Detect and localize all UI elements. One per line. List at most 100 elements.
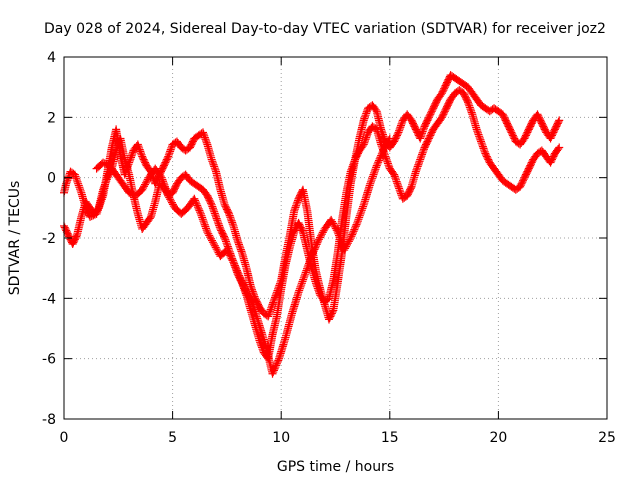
data-point-marker [272, 359, 281, 368]
x-axis-label: GPS time / hours [277, 459, 394, 475]
data-point-marker [220, 234, 229, 242]
data-point-marker [332, 226, 341, 235]
x-tick-label: 10 [272, 430, 290, 446]
data-point-marker [190, 194, 199, 203]
data-point-marker [331, 224, 340, 233]
data-point-marker [64, 172, 73, 181]
data-point-marker [417, 152, 426, 161]
data-point-marker [233, 266, 242, 275]
data-point-marker [416, 134, 425, 143]
data-point-marker [375, 154, 384, 163]
data-point-marker [161, 184, 170, 193]
data-point-marker [209, 240, 218, 249]
data-point-marker [411, 167, 420, 176]
data-point-marker [210, 164, 219, 173]
data-point-marker [466, 105, 475, 114]
data-point-marker [235, 271, 244, 280]
data-point-marker [373, 159, 382, 168]
data-point-marker [377, 151, 386, 160]
data-point-marker [467, 108, 476, 117]
x-tick-label: 15 [381, 430, 399, 446]
data-point-marker [336, 237, 345, 246]
data-point-marker [351, 223, 360, 232]
data-point-marker [225, 251, 234, 260]
data-point-marker [418, 148, 427, 157]
data-point-marker [205, 231, 214, 240]
data-point-marker [305, 259, 314, 268]
data-point-marker [210, 241, 219, 250]
data-point-marker [480, 146, 489, 155]
data-point-marker [308, 250, 317, 259]
data-point-marker [290, 206, 299, 215]
data-point-marker [100, 182, 109, 191]
data-point-marker [112, 144, 121, 153]
data-point-marker [160, 180, 169, 189]
data-point-marker [416, 132, 425, 141]
data-point-marker [345, 235, 354, 244]
data-point-marker [200, 131, 209, 140]
data-point-marker [413, 162, 422, 171]
data-point-marker [212, 214, 221, 223]
data-point-marker [164, 191, 173, 200]
data-point-marker [230, 261, 239, 270]
data-point-marker [348, 162, 357, 171]
data-point-marker [315, 233, 324, 242]
data-point-marker [297, 281, 306, 290]
data-point-marker [413, 164, 422, 173]
data-point-marker [225, 211, 234, 220]
data-point-marker [390, 172, 399, 181]
data-point-marker [346, 167, 355, 176]
data-point-marker [141, 178, 150, 187]
data-point-marker [346, 234, 355, 242]
data-point-marker [390, 170, 399, 179]
data-point-marker [336, 235, 345, 244]
data-point-marker [383, 137, 392, 146]
data-point-marker [71, 172, 80, 181]
data-point-marker [299, 275, 308, 284]
data-point-marker [211, 211, 220, 220]
data-point-marker [463, 98, 472, 107]
data-point-marker [168, 200, 177, 209]
data-point-marker [349, 159, 358, 168]
data-point-marker [359, 202, 368, 211]
data-point-marker [396, 121, 405, 130]
data-point-marker [166, 147, 175, 156]
data-point-marker [360, 112, 369, 121]
data-point-marker [302, 266, 311, 275]
data-point-marker [208, 238, 217, 247]
data-point-marker [239, 281, 248, 290]
data-point-marker [290, 205, 299, 214]
series-track-C [92, 134, 394, 378]
data-point-marker [397, 119, 406, 128]
data-point-marker [392, 177, 401, 186]
data-point-marker [70, 170, 79, 179]
data-point-marker [396, 123, 405, 132]
data-point-marker [395, 184, 404, 193]
axis-ticks [63, 56, 608, 420]
data-point-marker [201, 222, 210, 231]
data-point-marker [159, 177, 168, 186]
data-point-marker [315, 235, 324, 244]
data-point-marker [211, 243, 220, 252]
data-point-marker [348, 230, 357, 239]
data-point-marker [406, 184, 415, 193]
data-point-marker [64, 174, 73, 183]
data-point-marker [196, 208, 205, 217]
data-point-marker [340, 246, 349, 255]
data-point-marker [293, 198, 302, 207]
data-point-marker [74, 181, 83, 190]
data-point-marker [378, 148, 387, 157]
data-point-marker [72, 232, 81, 241]
data-point-marker [465, 103, 474, 112]
data-point-marker [206, 233, 215, 242]
data-point-marker [419, 125, 428, 134]
data-point-marker [374, 158, 383, 167]
data-point-marker [238, 278, 247, 287]
y-tick-label: -6 [42, 352, 56, 368]
data-point-marker [360, 114, 369, 123]
data-point-marker [167, 143, 176, 152]
data-point-marker [478, 140, 487, 149]
data-point-marker [380, 144, 389, 153]
data-point-marker [297, 279, 306, 288]
data-point-marker [554, 145, 563, 154]
